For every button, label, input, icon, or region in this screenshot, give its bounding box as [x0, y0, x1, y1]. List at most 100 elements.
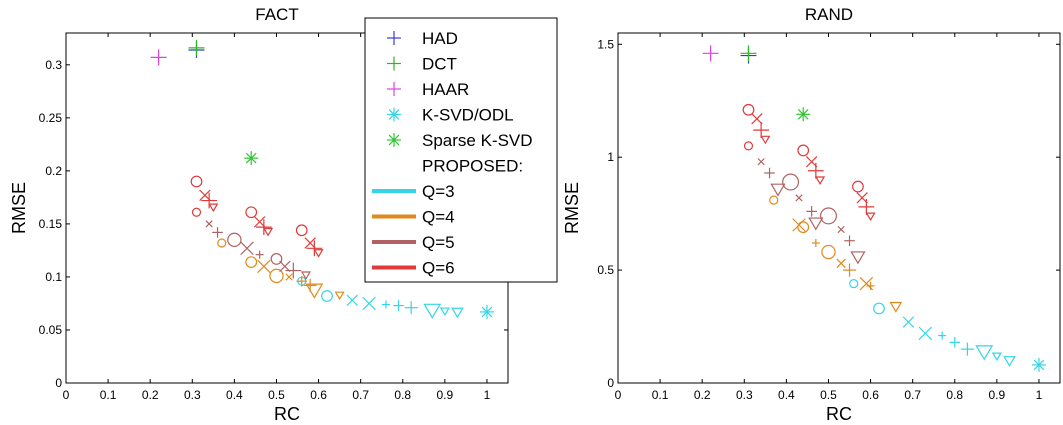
rand-title: RAND: [805, 5, 853, 24]
rand-x-axis-label: RC: [826, 404, 852, 424]
fact-x-axis-label: RC: [274, 404, 300, 424]
point-q-4: [769, 195, 779, 205]
x-tick-label: 0.1: [652, 388, 669, 402]
point-q-6: [858, 198, 875, 215]
point-q-5: [279, 260, 291, 273]
point-q-4: [217, 238, 227, 248]
point-q-3: [849, 279, 859, 289]
y-tick-label: 0.3: [45, 58, 62, 72]
point-q-3: [439, 307, 450, 317]
point-q-4: [821, 244, 836, 260]
point-q-6: [856, 192, 868, 204]
legend-item: Q=3: [372, 182, 455, 201]
point-q-6: [865, 212, 876, 222]
point-q-6: [805, 156, 818, 168]
legend: HAD DCT HAAR K-SVD/ODL Sparse K-SVD PROPOSED:…: [364, 17, 558, 283]
y-tick-label: 0.2: [45, 164, 62, 178]
point-q-3: [991, 352, 1002, 362]
legend-label: HAD: [422, 29, 458, 48]
point-q-5: [205, 220, 213, 228]
point-q-5: [808, 217, 824, 231]
point-q-5: [212, 227, 223, 238]
point-q-5: [844, 235, 855, 247]
point-q-6: [295, 224, 308, 237]
point-q-3: [381, 300, 390, 309]
legend-label: PROPOSED:: [422, 157, 523, 176]
x-tick-label: 0.9: [437, 388, 454, 402]
x-tick-label: 0.2: [142, 388, 159, 402]
point-q-6: [852, 180, 864, 193]
fact-marks: [150, 39, 494, 319]
rand-ticks: 0 0.1 0.2 0.3 0.4 0.5 0.6 0.7 0.8 0.9 1 0 0.5 1 1.5: [597, 33, 1060, 402]
point-q-6: [797, 144, 810, 157]
point-q-3: [918, 326, 933, 341]
point-q-4: [305, 283, 324, 299]
point-q-6: [208, 203, 219, 213]
point-q-5: [757, 158, 765, 166]
point-haar: [702, 45, 719, 62]
point-q-6: [201, 192, 218, 209]
legend-item: Q=5: [372, 233, 455, 252]
point-sparse-k-svd: [796, 107, 811, 122]
point-sparse-k-svd: [244, 151, 259, 166]
legend-item: DCT: [387, 55, 457, 74]
y-tick-label: 0.15: [39, 217, 63, 231]
point-q-4: [797, 221, 810, 234]
x-tick-label: 0.5: [820, 388, 837, 402]
point-q-4: [257, 259, 271, 274]
legend-item: K-SVD/ODL: [387, 106, 514, 125]
x-tick-label: 0.7: [352, 388, 369, 402]
point-q-3: [346, 294, 358, 306]
point-q-4: [811, 239, 820, 247]
point-q-4: [889, 301, 903, 313]
point-haar: [150, 49, 167, 66]
y-tick-label: 1.5: [597, 37, 614, 51]
y-tick-label: 0.1: [45, 270, 62, 284]
point-q-3: [902, 316, 915, 328]
point-q-5: [227, 232, 242, 248]
point-q-3: [873, 302, 885, 315]
legend-items: HAD DCT HAAR K-SVD/ODL Sparse K-SVD PROPOSED:…: [372, 29, 533, 278]
point-dct: [188, 39, 205, 56]
point-q-6: [245, 206, 258, 219]
legend-marker: [387, 133, 401, 147]
x-tick-label: 0: [615, 388, 622, 402]
point-q-6: [253, 216, 266, 228]
fact-title: FACT: [255, 5, 298, 24]
point-q-5: [770, 183, 786, 197]
point-q-4: [296, 275, 308, 287]
point-q-4: [334, 291, 345, 301]
x-tick-label: 0.3: [184, 388, 201, 402]
fact-panel: FACT 0 0.1 0.2 0.3 0.4 0.5 0.6 0.7 0.8 0.9 100.050…: [9, 5, 509, 424]
point-q-5: [255, 250, 264, 259]
point-q-3: [938, 331, 947, 340]
y-tick-label: 1: [607, 150, 614, 164]
legend-label: Q=4: [422, 208, 455, 227]
legend-box: [364, 17, 558, 283]
point-q-4: [836, 258, 846, 268]
legend-label: Q=5: [422, 233, 455, 252]
point-q-6: [753, 122, 770, 138]
point-q-3: [404, 301, 418, 315]
x-tick-label: 1: [1036, 388, 1043, 402]
rand-panel: RAND 0 0.1 0.2 0.3 0.4 0.5 0.6 0.7 0.8 0.9 1 0 0.5 1 1…: [562, 5, 1061, 424]
legend-marker: [387, 56, 401, 71]
point-q-6: [190, 175, 203, 188]
point-q-3: [1003, 356, 1016, 367]
point-q-3: [423, 303, 442, 319]
legend-label: K-SVD/ODL: [422, 106, 514, 125]
rand-plot-frame: [617, 32, 1061, 384]
x-tick-label: 0.6: [862, 388, 879, 402]
point-q-6: [306, 240, 323, 257]
point-q-3: [321, 290, 333, 302]
x-tick-label: 0: [63, 388, 70, 402]
legend-label: DCT: [422, 55, 457, 74]
point-q-4: [866, 281, 875, 290]
x-tick-label: 0.5: [268, 388, 285, 402]
x-tick-label: 0.8: [946, 388, 963, 402]
point-q-6: [760, 135, 771, 145]
x-tick-label: 0.6: [310, 388, 327, 402]
point-q-5: [837, 225, 845, 234]
point-dct: [740, 45, 757, 62]
